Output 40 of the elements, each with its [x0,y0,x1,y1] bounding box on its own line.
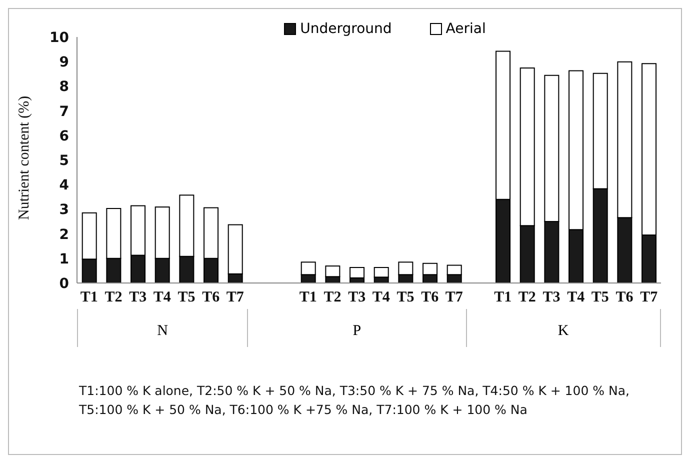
x-tick-label: T4 [153,290,172,306]
y-tick-label: 10 [50,30,70,46]
x-tick-label: T1 [494,290,512,306]
x-tick-label: T5 [591,290,609,306]
y-tick-label: 2 [59,226,69,243]
text: T1:100 % K alone, T2:50 % K + 50 % Na, T3:50 % K + 75 % Na, T4:50 % K + 100 % Na, T5:100 % K + 50 % Na, T6:100 % K +75 % Na, T7:100 % K + 100 % Na [79,382,630,419]
x-tick-label: T1 [299,290,317,306]
x-tick-label: T6 [202,290,220,306]
x-tick-label: T5 [178,290,196,306]
legend-label: Aerial [444,21,486,37]
x-tick-label: T4 [567,290,586,306]
x-tick-label: T2 [518,290,536,306]
x-tick-label: T2 [104,290,122,306]
y-axis-title: Nutrient content (%) [16,96,32,220]
x-tick-label: T3 [348,290,366,306]
legend-label: Underground [299,21,392,37]
x-tick-label: T1 [80,290,98,306]
text: P [247,309,466,347]
x-tick-label: T3 [129,290,147,306]
x-tick-label: T5 [396,290,414,306]
y-tick-label: 0 [59,276,70,292]
x-tick-label: T7 [445,290,464,306]
text: N [77,309,248,347]
y-tick-label: 6 [59,128,69,144]
y-tick-label: 5 [59,152,69,169]
x-tick-label: T7 [640,290,658,306]
text: K [466,309,661,347]
y-tick-label: 9 [59,54,69,71]
x-tick-label: T4 [372,290,390,306]
x-tick-label: T6 [616,290,634,306]
bar [350,267,365,278]
x-tick-label: T3 [542,290,560,306]
y-tick-label: 1 [59,251,69,268]
y-tick-label: 7 [59,104,69,120]
y-tick-label: 8 [59,79,69,96]
x-tick-label: T6 [421,290,440,306]
x-tick-label: T7 [226,290,244,306]
y-tick-label: 4 [59,178,70,194]
x-tick-label: T2 [324,290,342,306]
y-tick-label: 3 [59,202,69,218]
